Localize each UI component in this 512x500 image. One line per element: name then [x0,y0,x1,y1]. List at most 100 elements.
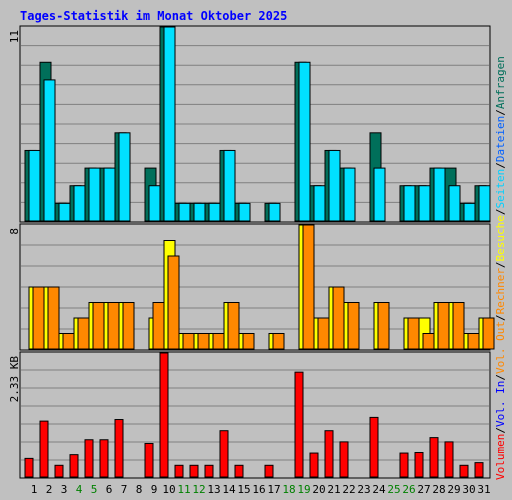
x-tick-label: 20 [312,483,325,496]
bar-rechner-day-15 [242,333,255,350]
bar-volumen-day-6 [99,439,109,478]
x-tick-label: 23 [357,483,370,496]
x-tick-label: 5 [91,483,98,496]
bar-dateien-day-21 [328,149,341,222]
bar-volumen-day-1 [24,457,34,478]
bar-volumen-day-12 [189,464,199,478]
bar-volumen-day-17 [264,464,274,478]
bar-rechner-day-11 [182,333,195,350]
x-tick-label: 19 [297,483,310,496]
bar-rechner-day-10 [167,255,180,350]
bar-rechner-day-3 [62,333,75,350]
bar-dateien-day-1 [28,149,41,222]
x-tick-label: 15 [237,483,250,496]
bar-rechner-day-12 [197,333,210,350]
bar-rechner-day-14 [227,302,240,350]
bar-volumen-day-28 [429,437,439,478]
legend-entry: Rechner [494,268,507,315]
bar-rechner-day-20 [317,317,330,350]
bar-volumen-day-9 [144,442,154,478]
x-tick-label: 27 [417,483,430,496]
bar-volumen-day-7 [114,419,124,478]
x-tick-label: 25 [387,483,400,496]
bar-rechner-day-17 [272,333,285,350]
panel-frame [19,351,491,479]
legend-entry: / [494,162,507,169]
legend-entry: Volumen [494,434,507,480]
bar-rechner-day-27 [422,333,435,350]
legend-entry: / [494,374,507,381]
bar-volumen-day-30 [459,464,469,478]
bar-volumen-day-19 [294,371,304,478]
bar-volumen-day-11 [174,464,184,478]
x-tick-label: 10 [162,483,175,496]
bar-volumen-day-2 [39,420,49,478]
bar-volumen-day-24 [369,416,379,478]
bar-rechner-day-22 [347,302,360,350]
bar-rechner-day-28 [437,302,450,350]
legend-entry: Vol. Out [494,321,507,374]
x-tick-label: 16 [252,483,265,496]
bar-dateien-day-19 [298,61,311,222]
bar-volumen-day-14 [219,430,229,478]
bar-dateien-day-14 [223,149,236,222]
bar-dateien-day-13 [208,202,221,222]
bar-dateien-day-30 [463,202,476,222]
bar-rechner-day-19 [302,224,315,350]
x-tick-label: 8 [136,483,143,496]
legend-entry: Dateien [494,116,507,162]
legend-entry: / [494,109,507,116]
bar-volumen-day-4 [69,454,79,478]
x-tick-label: 29 [447,483,460,496]
legend-entry: Besuche [494,215,507,261]
bar-rechner-day-1 [32,286,45,350]
bar-rechner-day-30 [467,333,480,350]
bar-dateien-day-5 [88,167,101,222]
bar-rechner-day-24 [377,302,390,350]
legend-entry: / [494,208,507,215]
x-tick-label: 30 [462,483,475,496]
bar-rechner-day-2 [47,286,60,350]
bar-dateien-day-15 [238,202,251,222]
x-tick-label: 28 [432,483,445,496]
x-tick-label: 21 [327,483,340,496]
bar-dateien-day-28 [433,167,446,222]
x-tick-label: 31 [477,483,490,496]
bar-dateien-day-20 [313,185,326,222]
x-tick-label: 26 [402,483,415,496]
bar-volumen-day-29 [444,441,454,478]
bar-rechner-day-21 [332,286,345,350]
x-tick-label: 1 [31,483,38,496]
x-tick-label: 9 [151,483,158,496]
bar-dateien-day-31 [478,185,491,222]
bar-volumen-day-26 [399,452,409,478]
x-tick-label: 11 [177,483,190,496]
panel-2: 8 [8,223,495,351]
bar-dateien-day-7 [118,132,131,222]
bar-rechner-day-26 [407,317,420,350]
right-legend: Volumen/Vol. In/Vol. Out/Rechner/Besuche… [494,56,507,480]
legend-entry: Vol. In [494,381,507,427]
bar-dateien-day-26 [403,185,416,222]
bar-rechner-day-7 [122,302,135,350]
bar-volumen-day-31 [474,462,484,478]
x-tick-label: 17 [267,483,280,496]
bar-dateien-day-2 [43,79,56,222]
bar-dateien-day-3 [58,202,71,222]
legend-entry: / [494,314,507,321]
bar-rechner-day-5 [92,302,105,350]
bar-volumen-day-22 [339,441,349,478]
x-tick-label: 18 [282,483,295,496]
bar-volumen-day-20 [309,452,319,478]
x-tick-label: 14 [222,483,236,496]
bar-volumen-day-13 [204,464,214,478]
x-tick-label: 3 [61,483,68,496]
x-tick-label: 7 [121,483,128,496]
legend-entry: Seiten [494,169,507,209]
bar-rechner-day-31 [482,317,495,350]
bar-dateien-day-4 [73,185,86,222]
x-tick-label: 24 [372,483,386,496]
bar-volumen-day-3 [54,464,64,478]
legend-entry: / [494,427,507,434]
